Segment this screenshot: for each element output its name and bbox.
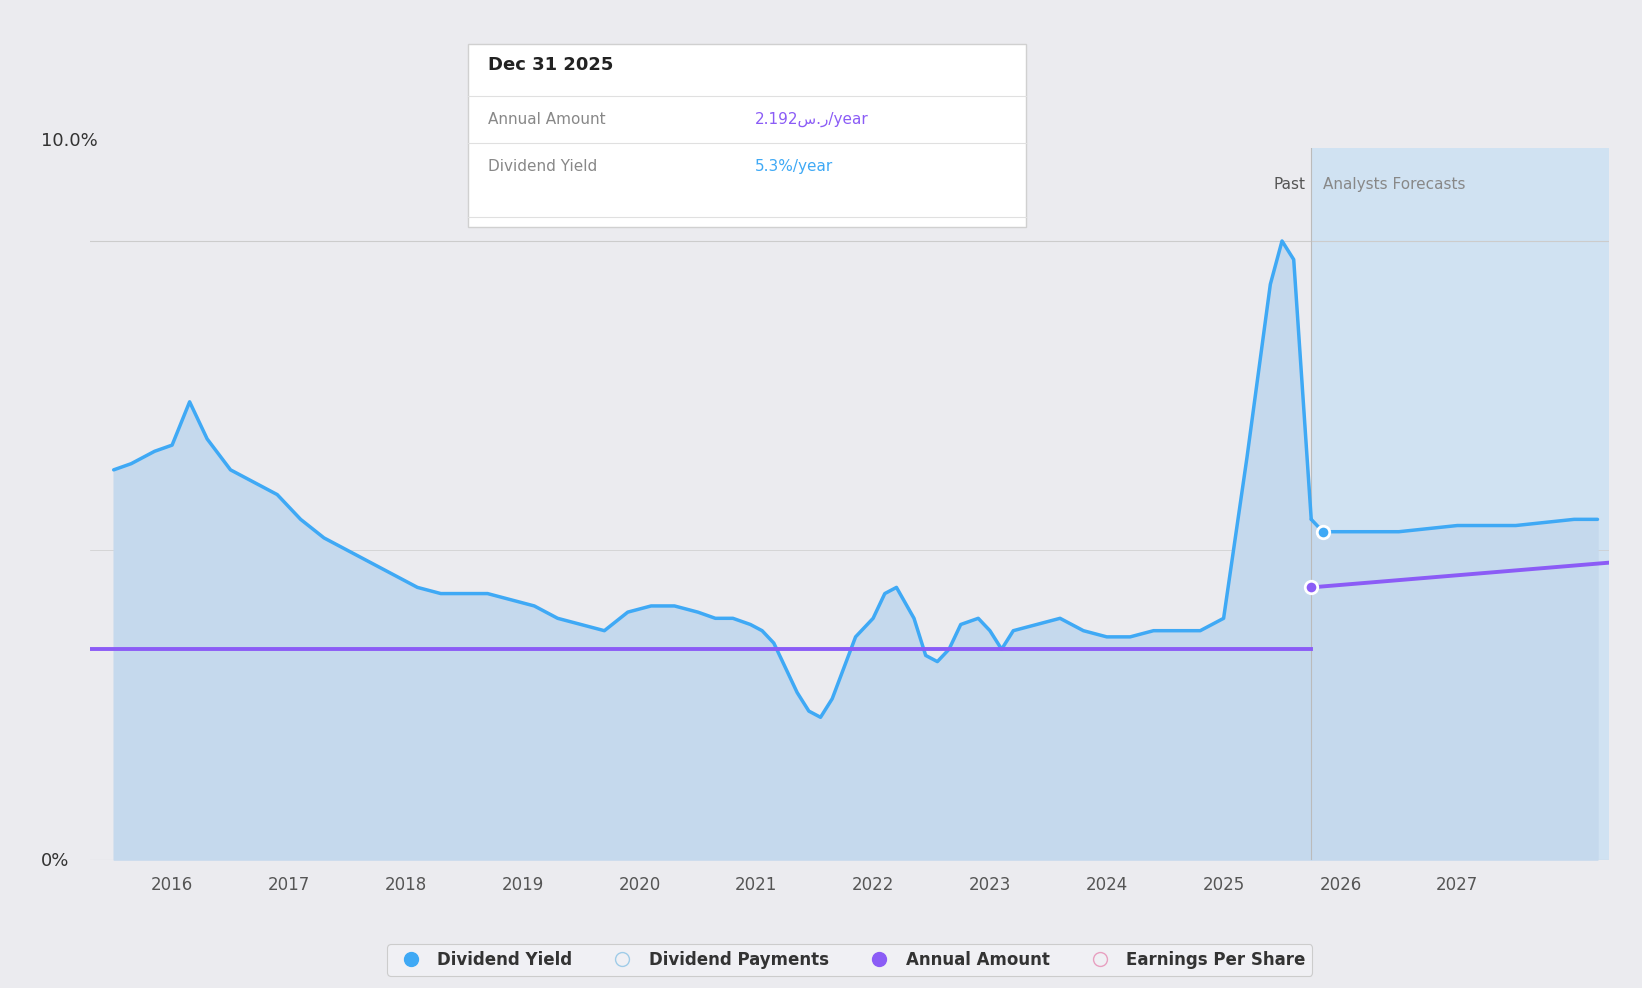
Text: 5.3%/year: 5.3%/year bbox=[755, 159, 834, 174]
Text: Annual Amount: Annual Amount bbox=[488, 112, 606, 126]
Bar bbox=[1312, 148, 1609, 860]
Text: Dec 31 2025: Dec 31 2025 bbox=[488, 56, 612, 74]
Text: 2.192س.ر/year: 2.192س.ر/year bbox=[755, 112, 869, 126]
Text: Past: Past bbox=[1274, 177, 1305, 192]
Text: Dividend Yield: Dividend Yield bbox=[488, 159, 598, 174]
Text: 10.0%: 10.0% bbox=[41, 132, 99, 150]
Legend: Dividend Yield, Dividend Payments, Annual Amount, Earnings Per Share: Dividend Yield, Dividend Payments, Annua… bbox=[388, 945, 1312, 976]
Text: 0%: 0% bbox=[41, 852, 69, 869]
Text: Analysts Forecasts: Analysts Forecasts bbox=[1323, 177, 1465, 192]
